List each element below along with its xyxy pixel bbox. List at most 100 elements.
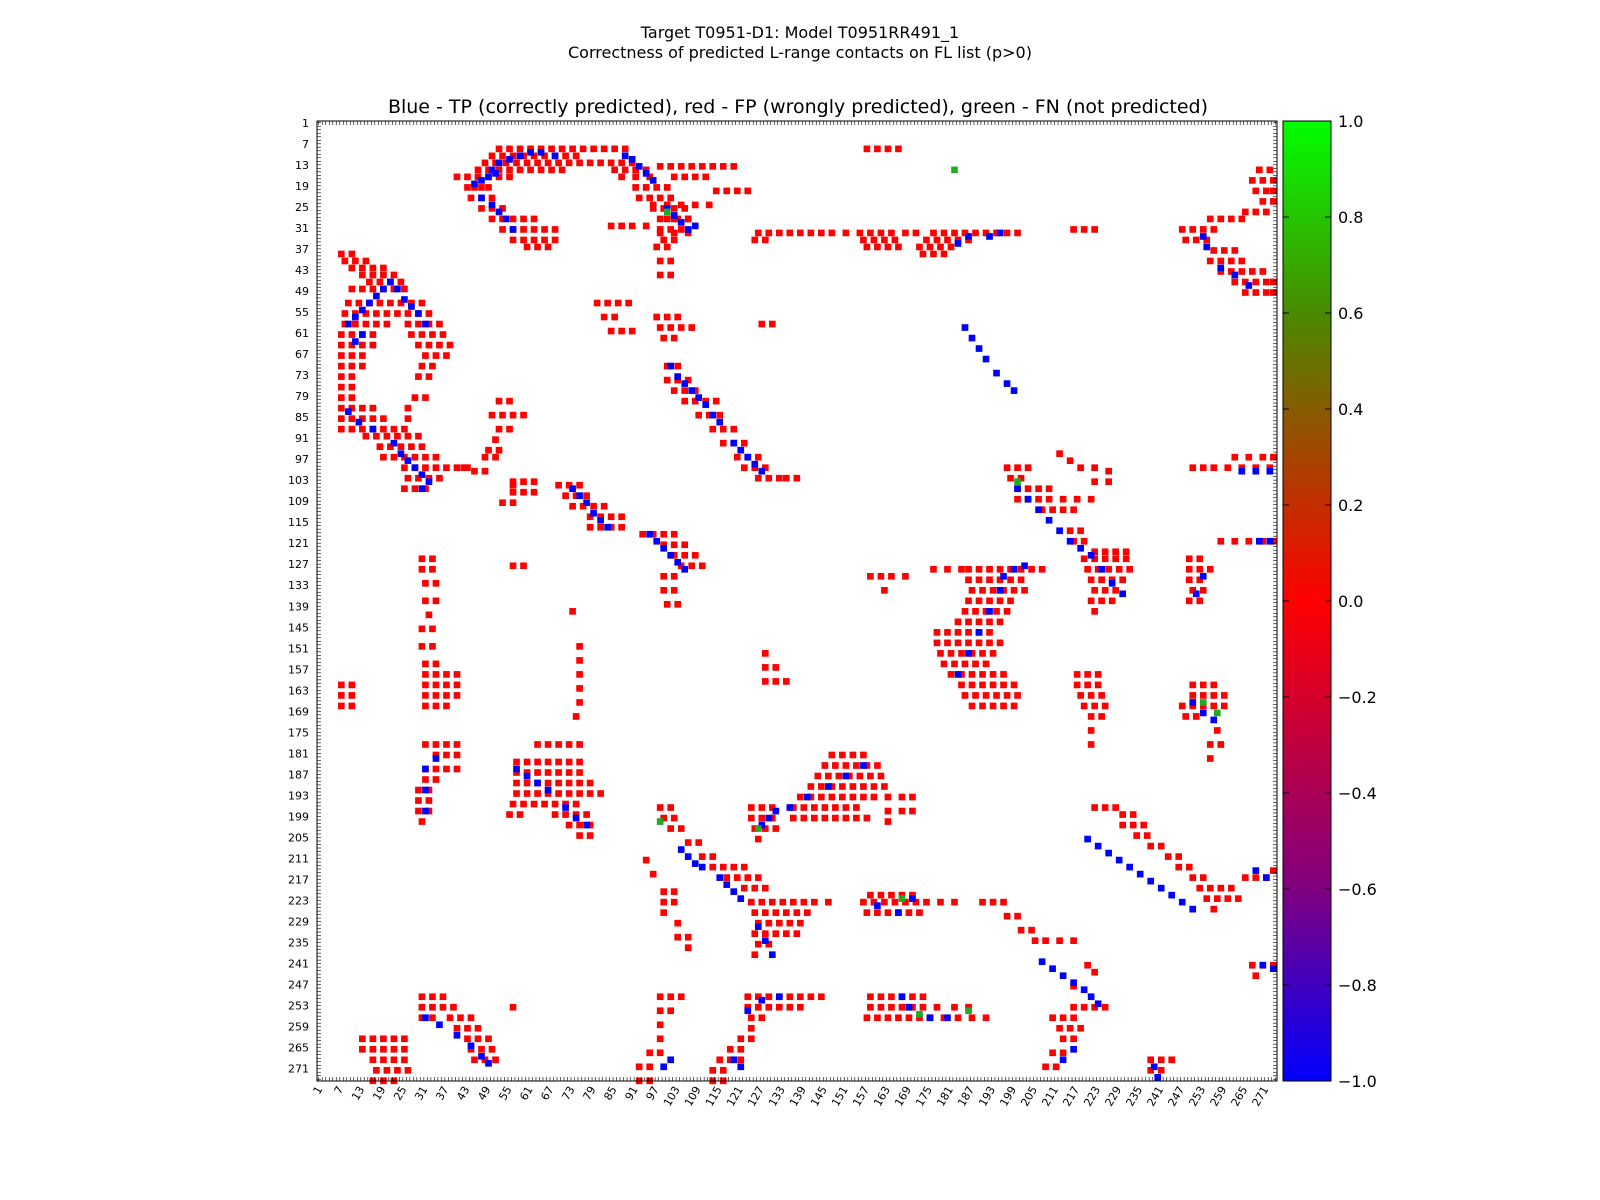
fp-contact-cell — [1080, 702, 1088, 710]
fp-contact-cell — [509, 562, 517, 570]
fp-contact-cell — [359, 264, 366, 272]
tp-contact-cell — [667, 362, 675, 370]
fp-contact-cell — [418, 818, 426, 825]
fp-contact-cell — [782, 474, 790, 482]
fp-contact-cell — [807, 783, 815, 790]
fp-contact-cell — [761, 825, 769, 832]
fp-contact-cell — [555, 769, 562, 776]
fp-contact-cell — [401, 425, 408, 433]
y-tick-label: 157 — [288, 663, 309, 676]
fp-contact-cell — [877, 229, 885, 237]
fp-contact-cell — [425, 797, 433, 804]
fp-contact-cell — [874, 1014, 881, 1022]
fp-contact-cell — [373, 320, 380, 328]
fp-contact-cell — [821, 814, 829, 822]
fp-contact-cell — [888, 572, 895, 580]
fp-contact-cell — [565, 159, 573, 167]
fp-contact-cell — [958, 671, 965, 678]
fp-contact-cell — [415, 807, 422, 815]
fp-contact-cell — [1059, 1035, 1067, 1043]
tp-contact-cell — [965, 233, 972, 240]
fp-contact-cell — [443, 464, 450, 472]
x-tick-label: 217 — [1060, 1084, 1082, 1109]
fp-contact-cell — [716, 1056, 724, 1064]
fp-contact-cell — [1189, 681, 1197, 689]
fp-contact-cell — [677, 562, 685, 570]
tp-contact-cell — [1119, 590, 1126, 598]
fp-contact-cell — [660, 334, 668, 342]
fp-contact-cell — [555, 481, 562, 489]
tp-contact-cell — [1150, 1063, 1158, 1071]
fp-contact-cell — [1196, 884, 1204, 892]
fp-contact-cell — [471, 184, 478, 191]
fp-contact-cell — [747, 1014, 755, 1022]
fp-contact-cell — [359, 271, 366, 279]
tp-contact-cell — [495, 208, 503, 216]
fp-contact-cell — [523, 769, 531, 776]
fp-contact-cell — [1017, 474, 1025, 482]
fp-contact-cell — [958, 681, 965, 689]
fp-contact-cell — [800, 898, 808, 906]
fp-contact-cell — [572, 713, 580, 720]
fp-contact-cell — [359, 285, 366, 293]
fp-contact-cell — [909, 807, 916, 815]
fp-contact-cell — [1196, 565, 1204, 573]
fp-contact-cell — [1101, 586, 1109, 594]
fp-contact-cell — [1112, 804, 1119, 811]
fp-contact-cell — [359, 425, 366, 433]
fp-contact-cell — [618, 513, 625, 521]
fp-contact-cell — [432, 671, 440, 678]
tp-contact-cell — [1210, 716, 1218, 724]
fp-contact-cell — [856, 772, 864, 780]
fp-contact-cell — [1199, 692, 1207, 699]
fp-contact-cell — [1073, 671, 1081, 678]
tp-contact-cell — [1049, 965, 1056, 973]
tp-contact-cell — [1087, 551, 1095, 559]
fp-contact-cell — [1052, 1063, 1060, 1071]
fp-contact-cell — [940, 229, 948, 237]
tp-contact-cell — [691, 222, 699, 230]
tp-contact-cell — [677, 846, 685, 853]
fp-contact-cell — [747, 1024, 755, 1032]
fp-contact-cell — [502, 159, 510, 167]
fp-contact-cell — [681, 397, 689, 405]
fp-contact-cell — [1262, 278, 1270, 286]
tp-contact-cell — [965, 650, 972, 657]
tp-contact-cell — [516, 152, 524, 160]
fp-contact-cell — [670, 334, 678, 342]
tp-contact-cell — [513, 765, 520, 773]
fp-contact-cell — [660, 205, 668, 212]
tp-contact-cell — [527, 149, 534, 156]
fp-contact-cell — [628, 327, 636, 335]
tp-contact-cell — [544, 786, 552, 794]
fp-contact-cell — [758, 814, 766, 822]
fp-contact-cell — [674, 376, 682, 384]
fp-contact-cell — [842, 814, 850, 822]
tp-contact-cell — [691, 860, 699, 867]
fp-contact-cell — [912, 898, 920, 906]
fp-contact-cell — [811, 814, 818, 822]
fp-contact-cell — [1028, 926, 1035, 934]
fp-contact-cell — [1252, 187, 1260, 195]
fp-contact-cell — [492, 453, 499, 461]
fp-contact-cell — [1087, 741, 1095, 748]
fp-contact-cell — [663, 201, 671, 209]
fp-contact-cell — [965, 639, 972, 647]
tp-contact-cell — [369, 425, 377, 433]
tp-contact-cell — [1252, 467, 1260, 475]
fp-contact-cell — [565, 741, 573, 748]
fp-contact-cell — [860, 783, 867, 790]
fp-contact-cell — [422, 394, 429, 401]
y-tick-label: 145 — [288, 621, 309, 634]
fp-contact-cell — [961, 229, 969, 237]
fp-contact-cell — [586, 821, 594, 829]
fp-contact-cell — [499, 226, 506, 233]
fp-contact-cell — [359, 362, 366, 370]
fp-contact-cell — [761, 678, 769, 685]
fp-contact-cell — [740, 884, 748, 892]
fp-contact-cell — [1042, 937, 1049, 945]
fp-contact-cell — [439, 1003, 447, 1011]
fp-contact-cell — [446, 1014, 454, 1022]
tp-contact-cell — [432, 755, 440, 762]
fp-contact-cell — [1028, 565, 1035, 573]
